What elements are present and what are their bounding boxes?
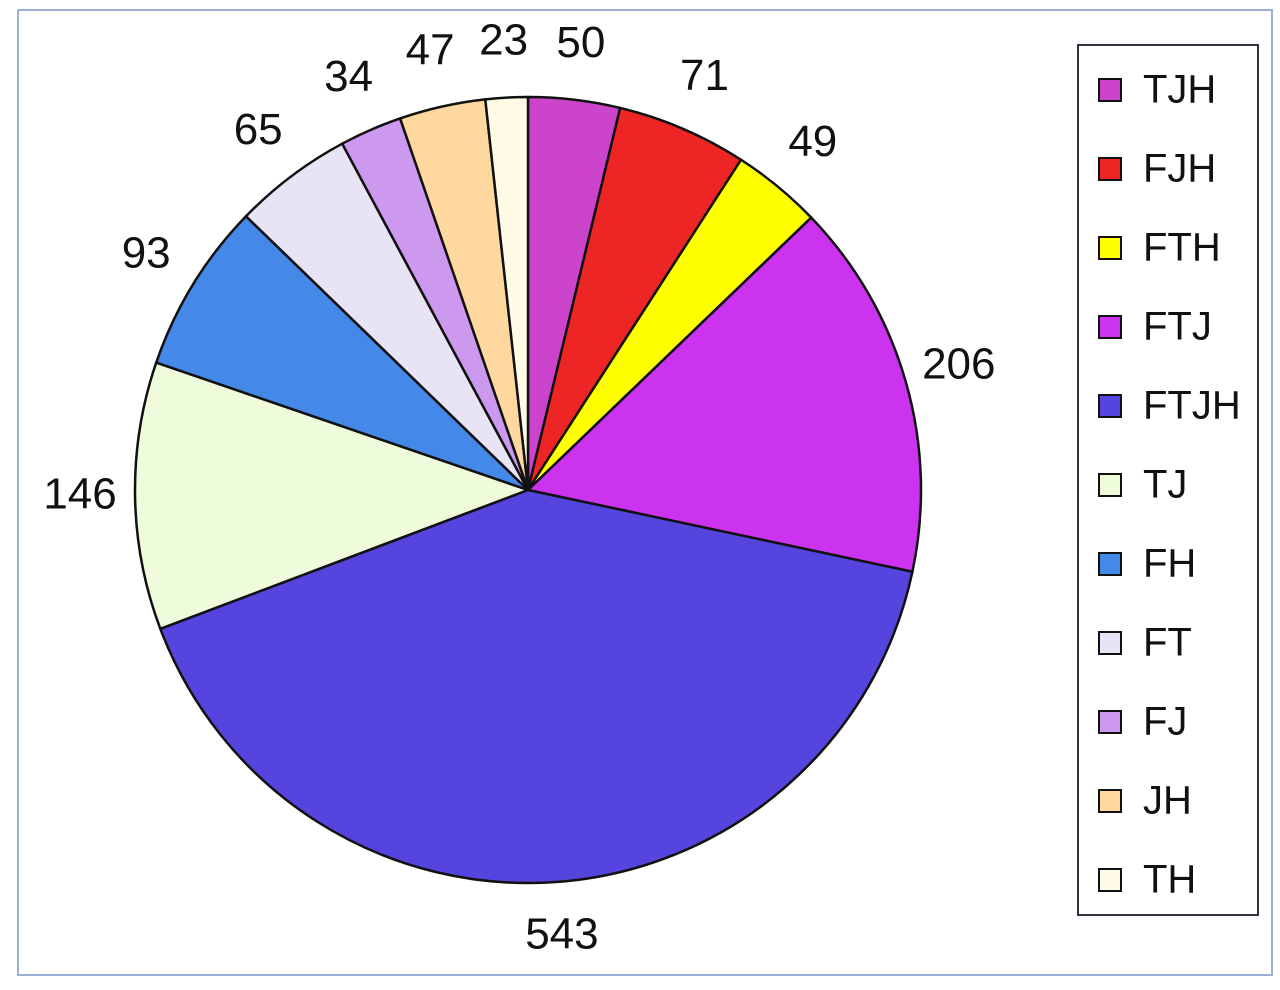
pie-slice	[483, 95, 530, 491]
chart-frame	[17, 9, 1273, 976]
data-label: 206	[922, 340, 995, 389]
legend-label: FT	[1143, 621, 1192, 665]
data-label: 23	[479, 15, 528, 64]
legend: TJH FJH FTH FTJ FTJH TJ FH FT FJ JH TH	[1098, 68, 1241, 902]
legend-label: TJH	[1143, 68, 1216, 112]
legend-swatch	[1098, 631, 1122, 655]
legend-label: FTJH	[1143, 384, 1241, 428]
legend-label: JH	[1143, 779, 1192, 823]
legend-swatch	[1098, 394, 1122, 418]
legend-swatch	[1098, 78, 1122, 102]
data-label: 49	[788, 117, 837, 166]
legend-label: FH	[1143, 542, 1196, 586]
pie-slice	[158, 488, 914, 885]
data-label: 71	[680, 51, 729, 100]
legend-label: FTH	[1143, 226, 1221, 270]
legend-swatch	[1098, 710, 1122, 734]
legend-swatch	[1098, 315, 1122, 339]
pie-slice	[525, 215, 923, 574]
legend-swatch	[1098, 789, 1122, 813]
legend-label: TJ	[1143, 463, 1187, 507]
legend-swatch	[1098, 157, 1122, 181]
data-label: 50	[556, 18, 605, 67]
pie-slice	[133, 360, 532, 631]
pie-slice	[154, 214, 529, 492]
legend-label: TH	[1143, 858, 1196, 902]
legend-label: FJH	[1143, 147, 1216, 191]
pie: 50 71 49 206 543 146 93 65 34 47 23	[43, 15, 995, 958]
legend-label: FTJ	[1143, 305, 1212, 349]
data-label: 34	[324, 52, 373, 101]
legend-swatch	[1098, 868, 1122, 892]
legend-swatch	[1098, 236, 1122, 260]
data-label: 47	[406, 25, 455, 74]
data-label: 65	[234, 105, 283, 154]
data-label: 543	[525, 909, 598, 958]
legend-swatch	[1098, 552, 1122, 576]
data-label: 93	[122, 228, 171, 277]
data-label: 146	[43, 470, 116, 519]
legend-swatch	[1098, 473, 1122, 497]
legend-label: FJ	[1143, 700, 1187, 744]
